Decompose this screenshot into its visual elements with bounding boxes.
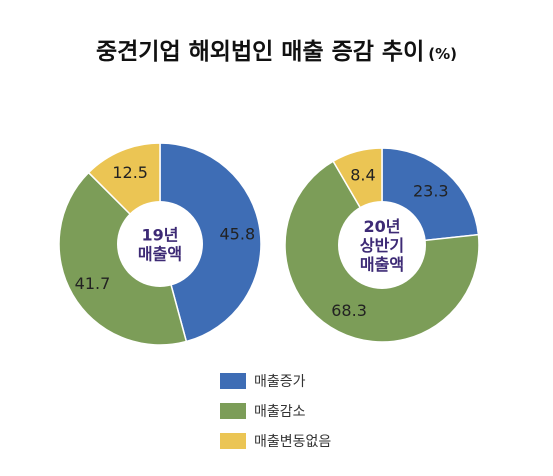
donut-2-hole [338, 201, 426, 289]
donut-2-label-increase: 23.3 [413, 182, 449, 201]
legend-swatch-increase [220, 373, 246, 389]
donut-1-slice-increase [159, 142, 262, 343]
chart-title: 중견기업 해외법인 매출 증감 추이 (%) [0, 32, 553, 66]
legend-swatch-decrease [220, 403, 246, 419]
donut-1-center-label-line-1: 19년 [142, 226, 179, 245]
legend-label-increase: 매출증가 [254, 374, 306, 390]
donut-2-center-label-line-2: 상반기 [360, 236, 404, 255]
donut-2-label-nochange: 8.4 [350, 166, 375, 185]
legend-swatch-nochange [220, 433, 246, 449]
legend-item-nochange: 매출변동없음 [220, 426, 331, 456]
donut-1-hole [117, 201, 203, 287]
donut-2-label-decrease: 68.3 [331, 301, 367, 320]
donut-1-label-decrease: 41.7 [75, 274, 111, 293]
donut-2-center-label-line-1: 20년 [364, 217, 401, 236]
donut-1-label-increase: 45.8 [220, 225, 256, 244]
donut-1-label-nochange: 12.5 [112, 163, 148, 182]
legend-item-increase: 매출증가 [220, 366, 331, 396]
chart-unit: (%) [428, 45, 458, 63]
legend-item-decrease: 매출감소 [220, 396, 331, 426]
legend-label-nochange: 매출변동없음 [254, 434, 332, 450]
legend-label-decrease: 매출감소 [254, 404, 306, 420]
chart-title-text: 중견기업 해외법인 매출 증감 추이 [95, 39, 425, 65]
legend: 매출증가 매출감소 매출변동없음 [220, 366, 331, 456]
donut-2-center-label-line-3: 매출액 [360, 255, 404, 274]
donut-1-center-label-line-2: 매출액 [138, 245, 182, 264]
